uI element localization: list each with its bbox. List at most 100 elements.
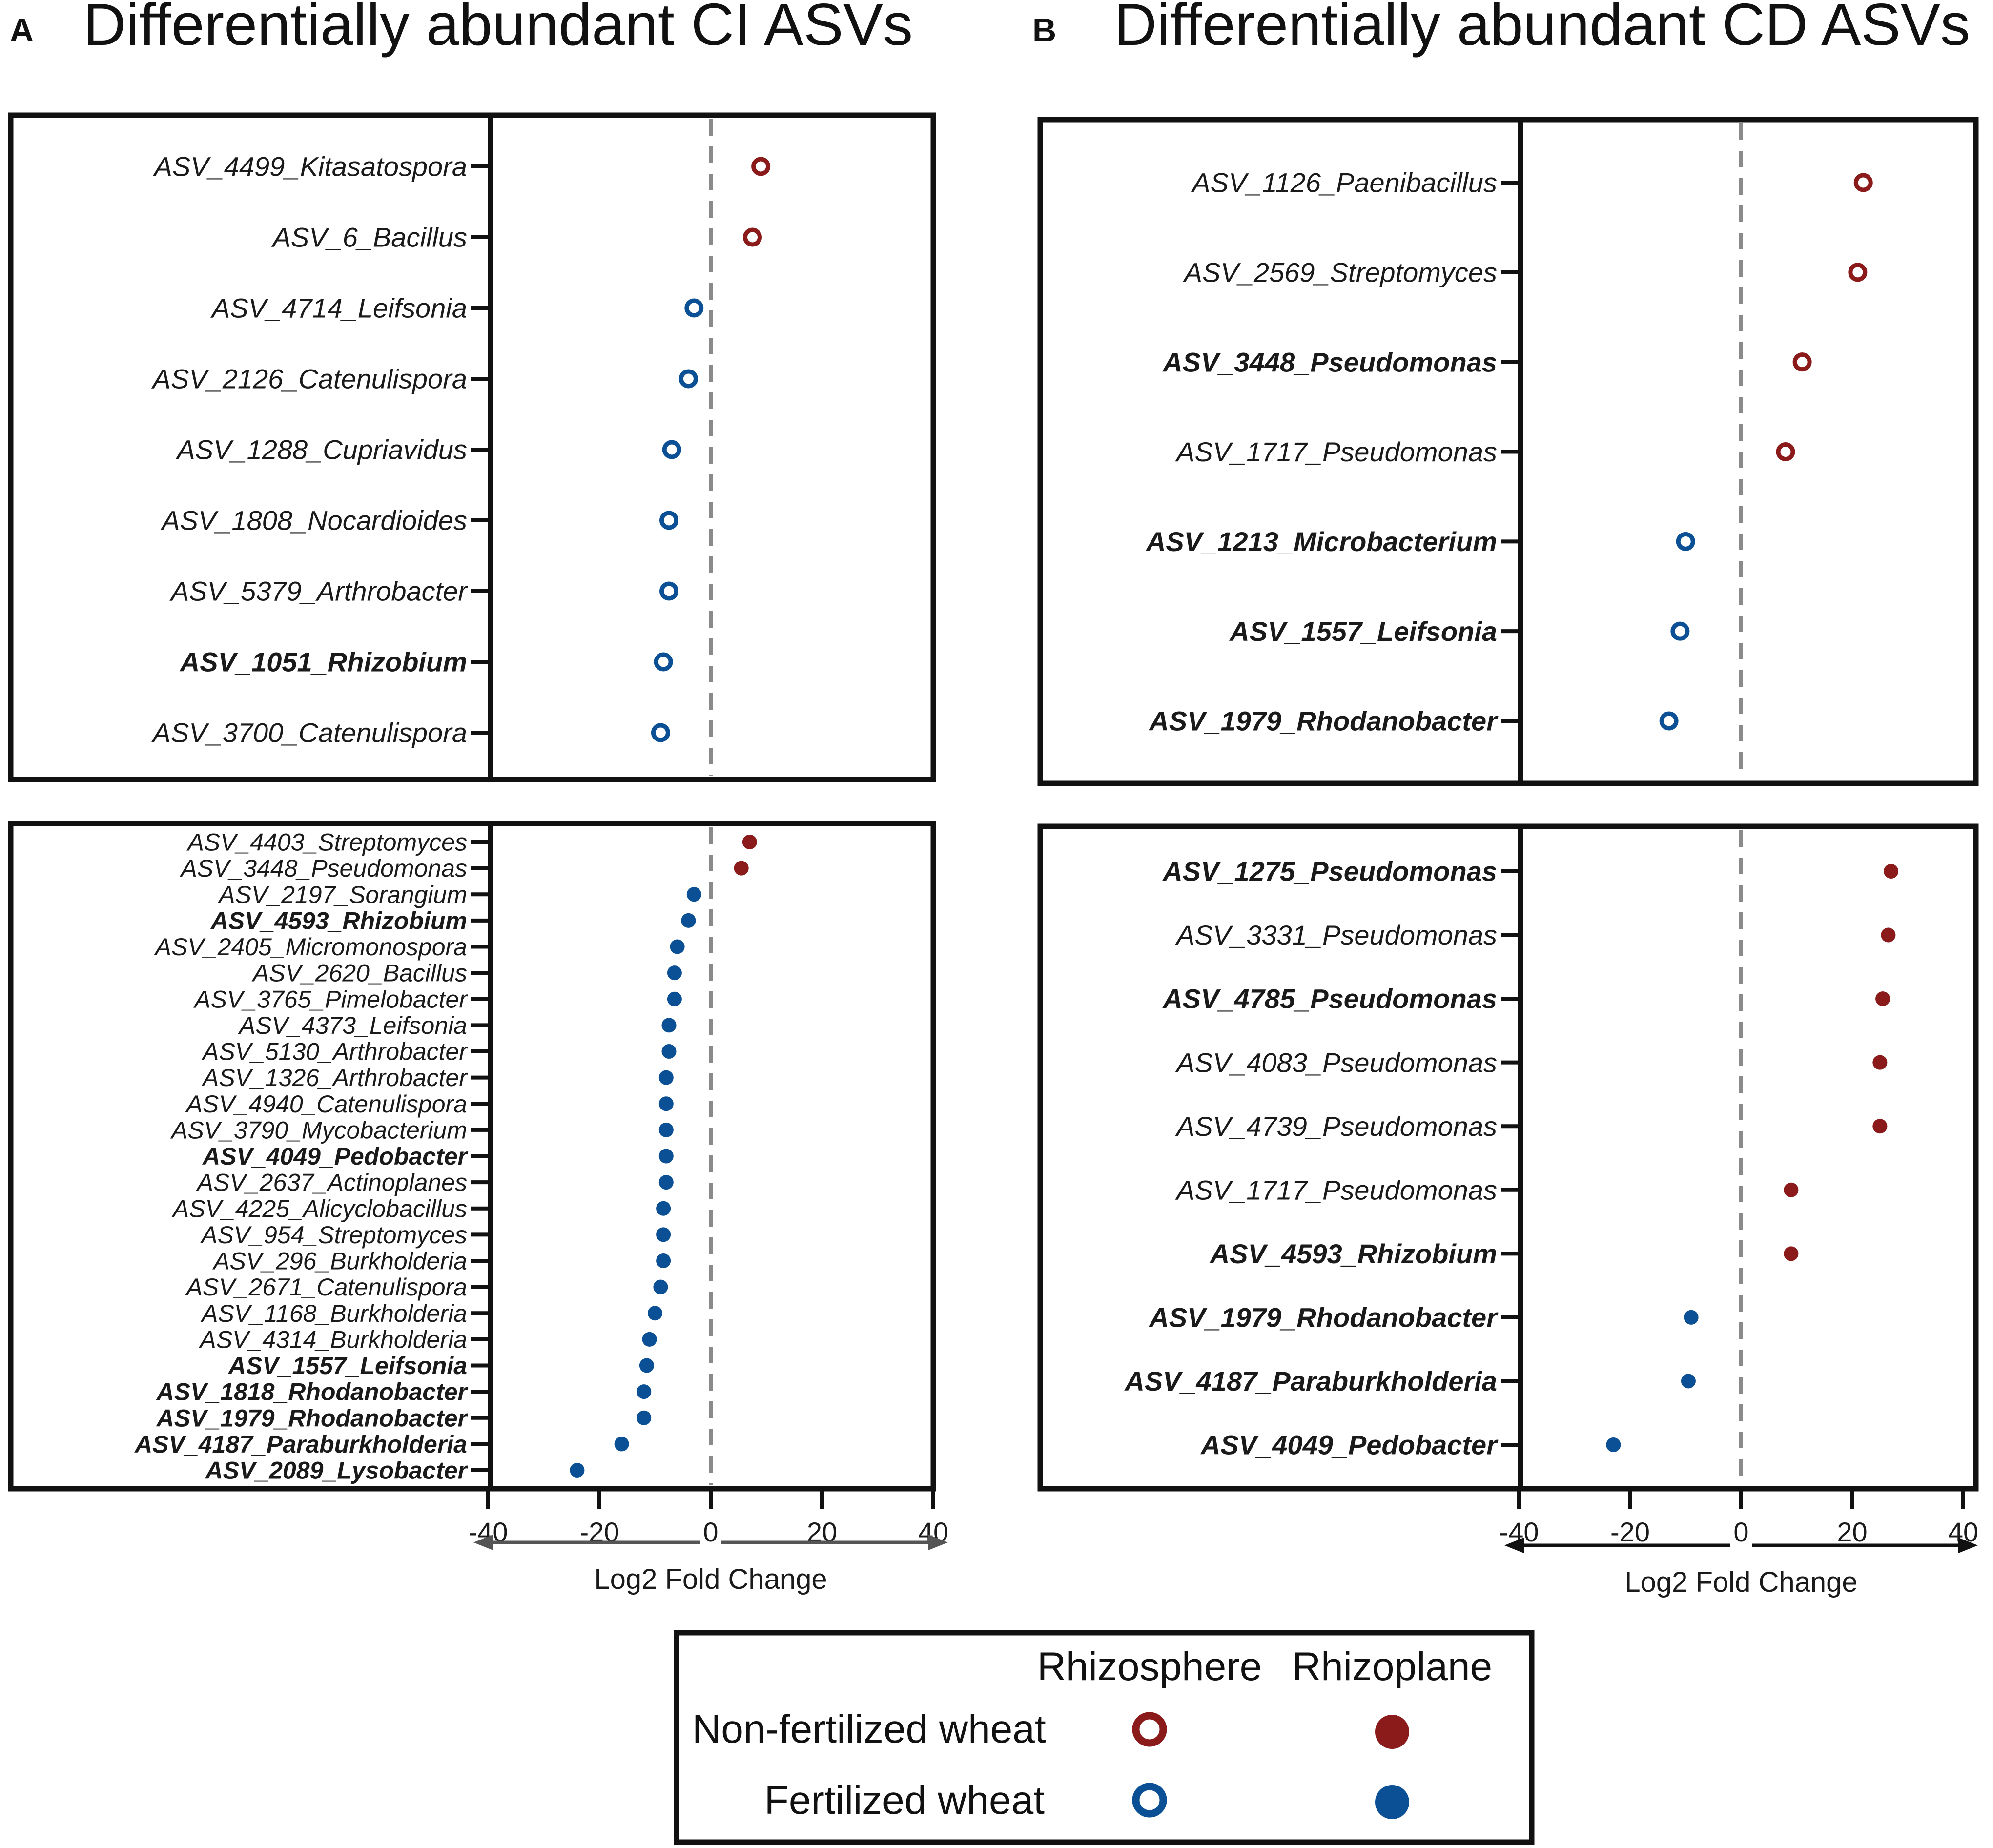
plot-b-rhizosphere: ASV_1126_Paenibacillus ASV_2569_Streptomy… bbox=[1037, 117, 1979, 786]
row-label: ASV_3448_Pseudomonas bbox=[1162, 347, 1497, 377]
data-point-filled bbox=[667, 965, 682, 981]
legend-marker-nonfert-rhizoplane bbox=[1375, 1715, 1409, 1749]
data-point-filled bbox=[570, 1463, 585, 1478]
row-label: ASV_4049_Pedobacter bbox=[202, 1143, 469, 1170]
data-point-filled bbox=[1872, 1055, 1888, 1070]
plot-b-rhizoplane: ASV_1275_Pseudomonas ASV_3331_Pseudomonas… bbox=[1037, 823, 1979, 1492]
data-point-open bbox=[662, 440, 681, 459]
row-label: ASV_2671_Catenulispora bbox=[185, 1273, 467, 1301]
data-point-filled bbox=[734, 861, 749, 876]
row-label: ASV_1557_Leifsonia bbox=[1229, 616, 1497, 647]
legend-row-nonfert: Non-fertilized wheat bbox=[692, 1707, 1046, 1751]
row-label: ASV_4739_Pseudomonas bbox=[1175, 1111, 1497, 1142]
row-label: ASV_296_Burkholderia bbox=[212, 1248, 467, 1275]
row-label: ASV_4593_Rhizobium bbox=[1209, 1238, 1497, 1269]
data-point-filled bbox=[661, 1018, 677, 1033]
data-point-filled bbox=[637, 1410, 652, 1425]
legend-marker-fert-rhizosphere bbox=[1132, 1783, 1167, 1818]
legend-marker-fert-rhizoplane bbox=[1375, 1785, 1409, 1819]
data-point-filled bbox=[639, 1358, 654, 1373]
data-point-filled bbox=[1684, 1310, 1699, 1325]
data-point-filled bbox=[614, 1437, 629, 1452]
row-label: ASV_4499_Kitasatospora bbox=[153, 151, 467, 182]
data-point-open bbox=[659, 511, 678, 530]
data-point-filled bbox=[1784, 1246, 1799, 1261]
row-label: ASV_1213_Microbacterium bbox=[1145, 526, 1497, 557]
legend-frame bbox=[674, 1630, 1535, 1845]
panel-b-letter: B bbox=[1032, 12, 1056, 49]
data-point-filled bbox=[648, 1306, 662, 1321]
row-label: ASV_2126_Catenulispora bbox=[151, 364, 467, 394]
x-tick-label: 0 bbox=[1733, 1517, 1748, 1547]
row-label: ASV_2089_Lysobacter bbox=[205, 1457, 469, 1484]
row-label: ASV_954_Streptomyces bbox=[200, 1221, 467, 1249]
arrow-right-head bbox=[928, 1535, 948, 1550]
row-label: ASV_4049_Pedobacter bbox=[1200, 1430, 1499, 1460]
data-point-filled bbox=[658, 1122, 674, 1137]
x-axis-label: Log2 Fold Change bbox=[594, 1563, 827, 1595]
data-point-filled bbox=[686, 887, 701, 902]
panel-a-letter: A bbox=[10, 12, 34, 49]
data-point-filled bbox=[656, 1227, 671, 1242]
data-point-filled bbox=[742, 835, 757, 849]
row-label: ASV_4593_Rhizobium bbox=[210, 907, 467, 934]
row-label: ASV_2405_Micromonospora bbox=[154, 933, 467, 961]
row-label: ASV_3790_Mycobacterium bbox=[170, 1116, 467, 1144]
data-point-open bbox=[684, 298, 704, 318]
row-label: ASV_1288_Cupriavidus bbox=[175, 434, 467, 465]
panel-b-title: Differentially abundant CD ASVs bbox=[1114, 0, 1970, 58]
row-label: ASV_4940_Catenulispora bbox=[185, 1090, 467, 1118]
row-label: ASV_5379_Arthrobacter bbox=[169, 576, 468, 607]
data-point-open bbox=[1792, 352, 1812, 372]
row-label: ASV_1818_Rhodanobacter bbox=[156, 1378, 469, 1406]
row-label: ASV_4403_Streptomyces bbox=[186, 829, 467, 856]
row-label: ASV_4187_Paraburkholderia bbox=[1124, 1366, 1497, 1396]
row-label: ASV_1808_Nocardioides bbox=[160, 505, 467, 536]
row-label: ASV_4083_Pseudomonas bbox=[1175, 1047, 1497, 1078]
data-point-filled bbox=[1681, 1374, 1696, 1389]
plot-a-rhizosphere: ASV_4499_Kitasatospora ASV_6_Bacillus ASV_… bbox=[8, 112, 936, 782]
legend-col-rhizoplane: Rhizoplane bbox=[1292, 1644, 1492, 1689]
data-point-filled bbox=[653, 1279, 668, 1294]
data-point-filled bbox=[667, 991, 682, 1006]
data-point-open bbox=[654, 652, 673, 672]
row-label: ASV_2197_Sorangium bbox=[217, 881, 467, 908]
data-point-open bbox=[678, 369, 698, 389]
data-point-filled bbox=[681, 913, 696, 928]
data-point-open bbox=[1848, 263, 1868, 282]
x-axis-label: Log2 Fold Change bbox=[1624, 1566, 1857, 1598]
plot-frame bbox=[488, 112, 936, 782]
row-label: ASV_4373_Leifsonia bbox=[238, 1012, 467, 1039]
row-label: ASV_3700_Catenulispora bbox=[151, 718, 467, 748]
row-label: ASV_1275_Pseudomonas bbox=[1162, 856, 1497, 887]
data-point-filled bbox=[1884, 864, 1899, 879]
arrow-left-head bbox=[473, 1535, 493, 1550]
data-point-filled bbox=[1875, 991, 1890, 1006]
panel-a-title: Differentially abundant CI ASVs bbox=[83, 0, 913, 58]
row-label: ASV_1979_Rhodanobacter bbox=[1148, 1302, 1499, 1333]
row-label: ASV_3765_Pimelobacter bbox=[193, 986, 468, 1013]
row-label: ASV_2620_Bacillus bbox=[251, 960, 467, 987]
legend-row-fert: Fertilized wheat bbox=[764, 1778, 1045, 1823]
data-point-filled bbox=[637, 1384, 652, 1399]
row-label: ASV_3448_Pseudomonas bbox=[179, 855, 467, 882]
row-label: ASV_5130_Arthrobacter bbox=[201, 1038, 468, 1066]
row-label: ASV_4225_Alicyclobacillus bbox=[171, 1195, 467, 1222]
row-label: ASV_6_Bacillus bbox=[271, 222, 467, 253]
data-point-open bbox=[1659, 711, 1679, 731]
row-label: ASV_4187_Paraburkholderia bbox=[134, 1431, 467, 1458]
data-point-open bbox=[743, 227, 762, 247]
row-label: ASV_1717_Pseudomonas bbox=[1175, 436, 1497, 467]
data-point-filled bbox=[656, 1253, 671, 1268]
data-point-open bbox=[1776, 442, 1795, 461]
plot-a-rhizoplane: ASV_4403_StreptomycesASV_3448_Pseudomona… bbox=[8, 821, 936, 1492]
plot-frame bbox=[1518, 117, 1979, 786]
data-point-filled bbox=[658, 1096, 674, 1111]
data-point-open bbox=[651, 723, 670, 742]
row-label: ASV_1051_Rhizobium bbox=[179, 647, 467, 678]
row-label: ASV_4785_Pseudomonas bbox=[1162, 984, 1497, 1014]
data-point-filled bbox=[670, 939, 685, 954]
